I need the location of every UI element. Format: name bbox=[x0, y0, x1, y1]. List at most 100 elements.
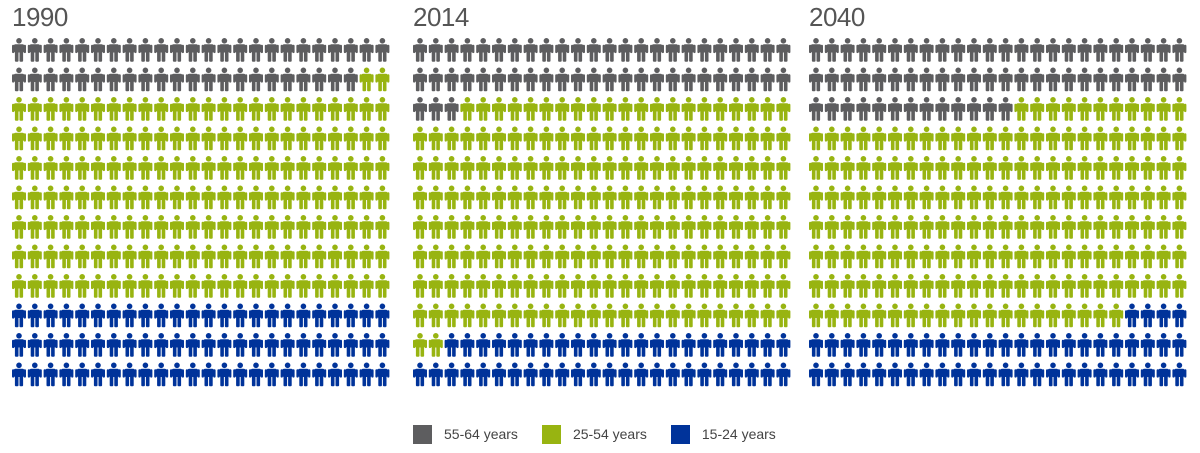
person-icon bbox=[776, 156, 791, 180]
person-icon bbox=[312, 333, 327, 357]
person-icon bbox=[729, 156, 743, 180]
person-icon bbox=[476, 215, 491, 239]
person-icon bbox=[555, 38, 570, 62]
person-icon bbox=[492, 244, 506, 269]
person-icon bbox=[476, 97, 491, 121]
person-icon bbox=[1014, 156, 1029, 180]
person-icon bbox=[935, 185, 950, 210]
person-icon bbox=[91, 97, 105, 121]
person-icon bbox=[233, 274, 248, 298]
person-icon bbox=[697, 274, 712, 298]
person-icon bbox=[492, 215, 506, 239]
person-icon bbox=[903, 333, 918, 357]
person-icon bbox=[1077, 97, 1092, 121]
person-icon bbox=[681, 333, 696, 357]
person-icon bbox=[729, 362, 743, 387]
person-icon bbox=[460, 303, 475, 328]
person-icon bbox=[1156, 362, 1171, 387]
person-icon bbox=[840, 303, 855, 328]
person-icon bbox=[75, 185, 90, 210]
person-icon bbox=[634, 38, 649, 62]
person-icon bbox=[809, 67, 823, 92]
person-icon bbox=[824, 274, 839, 298]
person-icon bbox=[729, 67, 743, 92]
person-icon bbox=[856, 215, 871, 239]
person-icon bbox=[744, 156, 759, 180]
person-icon bbox=[413, 156, 427, 180]
person-icon bbox=[602, 185, 617, 210]
person-icon bbox=[359, 333, 374, 357]
person-icon bbox=[713, 185, 728, 210]
person-icon bbox=[233, 126, 248, 151]
person-icon bbox=[697, 362, 712, 387]
person-icon bbox=[249, 215, 263, 239]
person-icon bbox=[935, 333, 950, 357]
person-icon bbox=[170, 244, 184, 269]
person-icon bbox=[919, 67, 934, 92]
person-icon bbox=[888, 97, 902, 121]
person-icon bbox=[296, 97, 311, 121]
person-icon bbox=[249, 185, 263, 210]
person-icon bbox=[618, 38, 633, 62]
person-icon bbox=[665, 38, 680, 62]
person-icon bbox=[744, 362, 759, 387]
person-grid-1990 bbox=[12, 38, 390, 387]
person-icon bbox=[539, 38, 554, 62]
person-icon bbox=[185, 333, 200, 357]
person-icon bbox=[1140, 362, 1155, 387]
person-icon bbox=[523, 333, 538, 357]
person-icon bbox=[809, 303, 823, 328]
person-icon bbox=[217, 97, 232, 121]
person-icon bbox=[586, 185, 601, 210]
person-icon bbox=[760, 362, 775, 387]
person-icon bbox=[903, 303, 918, 328]
person-icon bbox=[1109, 362, 1124, 387]
person-icon bbox=[460, 185, 475, 210]
person-icon bbox=[106, 156, 121, 180]
person-icon bbox=[982, 333, 997, 357]
person-icon bbox=[249, 97, 263, 121]
person-icon bbox=[75, 156, 90, 180]
person-icon bbox=[507, 274, 522, 298]
person-icon bbox=[328, 362, 342, 387]
person-icon bbox=[27, 215, 42, 239]
person-icon bbox=[1125, 303, 1139, 328]
person-icon bbox=[1172, 156, 1187, 180]
person-icon bbox=[154, 67, 169, 92]
person-icon bbox=[998, 333, 1013, 357]
person-icon bbox=[460, 97, 475, 121]
person-icon bbox=[760, 303, 775, 328]
person-icon bbox=[444, 274, 459, 298]
legend-label: 25-54 years bbox=[572, 426, 647, 442]
person-icon bbox=[375, 274, 390, 298]
person-icon bbox=[951, 126, 966, 151]
person-icon bbox=[185, 38, 200, 62]
person-icon bbox=[296, 333, 311, 357]
person-icon bbox=[264, 303, 279, 328]
person-icon bbox=[170, 185, 184, 210]
person-icon bbox=[170, 97, 184, 121]
person-icon bbox=[840, 156, 855, 180]
person-icon bbox=[1156, 185, 1171, 210]
person-icon bbox=[935, 303, 950, 328]
person-icon bbox=[217, 274, 232, 298]
person-icon bbox=[201, 126, 216, 151]
person-icon bbox=[154, 274, 169, 298]
person-icon bbox=[697, 215, 712, 239]
person-icon bbox=[428, 97, 443, 121]
person-icon bbox=[444, 185, 459, 210]
person-icon bbox=[264, 244, 279, 269]
person-icon bbox=[444, 244, 459, 269]
person-icon bbox=[122, 156, 137, 180]
person-icon bbox=[760, 126, 775, 151]
person-icon bbox=[872, 303, 887, 328]
person-icon bbox=[312, 244, 327, 269]
person-icon bbox=[1140, 67, 1155, 92]
person-icon bbox=[872, 185, 887, 210]
person-icon bbox=[312, 362, 327, 387]
person-icon bbox=[476, 274, 491, 298]
person-icon bbox=[43, 97, 58, 121]
person-icon bbox=[1093, 244, 1108, 269]
person-icon bbox=[729, 303, 743, 328]
person-icon bbox=[264, 38, 279, 62]
